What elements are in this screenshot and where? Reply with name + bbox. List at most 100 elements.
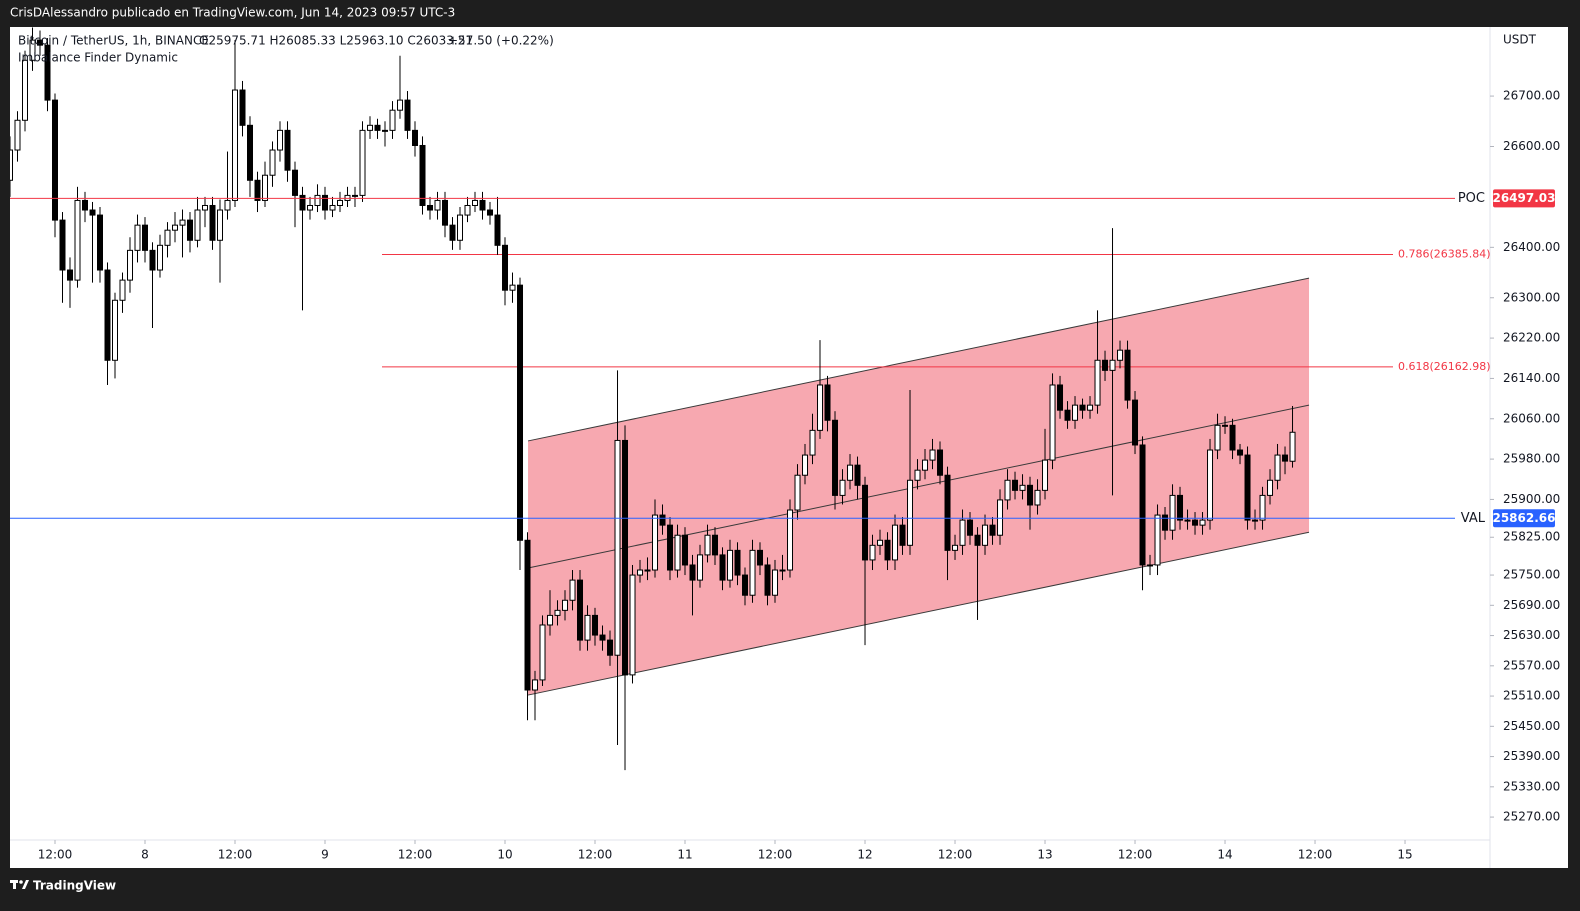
candle-body: [892, 524, 899, 561]
candle-body: [929, 449, 936, 461]
candle-body: [1192, 519, 1199, 526]
candle-body: [1124, 349, 1131, 401]
candle-body: [314, 194, 321, 206]
candle-body: [112, 299, 119, 361]
y-tick-label: 25750.00: [1503, 568, 1560, 582]
candle-body: [389, 109, 396, 131]
y-tick-label: 25825.00: [1503, 530, 1560, 544]
candle-body: [277, 129, 284, 151]
brand[interactable]: TradingView: [33, 879, 116, 893]
candle-body: [14, 119, 21, 151]
candle-body: [592, 614, 599, 636]
candle-body: [547, 614, 554, 626]
candle-body: [742, 574, 749, 596]
candle-body: [569, 579, 576, 601]
candle-body: [1079, 404, 1086, 411]
brand-logo: [10, 880, 29, 889]
fib-label: 0.618(26162.98): [1398, 360, 1491, 373]
candle-body: [974, 534, 981, 546]
candle-body: [599, 634, 606, 641]
candle-body: [922, 459, 929, 471]
candle-body: [1162, 514, 1169, 531]
candle-body: [1019, 484, 1026, 491]
y-tick-label: 26300.00: [1503, 290, 1560, 304]
candle-body: [1057, 384, 1064, 411]
candle-body: [1282, 454, 1289, 462]
candle-body: [1042, 459, 1049, 491]
candle-body: [284, 129, 291, 171]
x-tick-label: 12:00: [218, 848, 253, 862]
candle-body: [149, 249, 156, 271]
candle-body: [1012, 479, 1019, 491]
candle-body: [307, 204, 314, 211]
candle-body: [712, 534, 719, 556]
level-price-box: [1493, 509, 1555, 528]
candle-body: [577, 579, 584, 641]
candle-body: [187, 219, 194, 241]
level-price-box: [1493, 189, 1555, 208]
candle-body: [82, 199, 89, 211]
candle-body: [1094, 359, 1101, 406]
y-tick-label: 25980.00: [1503, 452, 1560, 466]
candle-body: [367, 124, 374, 131]
candle-body: [202, 204, 209, 211]
candle-body: [412, 129, 419, 146]
candle-body: [404, 99, 411, 131]
y-tick-label: 25900.00: [1503, 492, 1560, 506]
candle-body: [817, 384, 824, 431]
x-tick-label: 12:00: [578, 848, 613, 862]
y-tick-label: 25570.00: [1503, 658, 1560, 672]
candle-body: [554, 609, 561, 616]
candle-body: [172, 224, 179, 231]
publisher: CrisDAlessandro publicado en TradingView…: [10, 6, 455, 20]
candle-body: [509, 284, 516, 291]
candle-body: [1177, 494, 1184, 521]
candle-body: [224, 199, 231, 211]
candle-body: [472, 199, 479, 206]
candle-body: [674, 534, 681, 571]
candle-body: [427, 204, 434, 211]
candle-body: [959, 519, 966, 546]
channel-middle: [527, 404, 1310, 569]
candle-body: [562, 599, 569, 611]
x-tick-label: 8: [141, 848, 149, 862]
indicator-name: Imbalance Finder Dynamic: [18, 51, 178, 65]
x-tick-label: 12:00: [938, 848, 973, 862]
candle-body: [494, 214, 501, 246]
y-tick-label: 26400.00: [1503, 240, 1560, 254]
candle-body: [982, 524, 989, 546]
candle-body: [839, 479, 846, 496]
candle-body: [944, 474, 951, 551]
candle-body: [1289, 431, 1296, 462]
candle-body: [397, 99, 404, 111]
candle-body: [1154, 514, 1161, 566]
candle-body: [44, 44, 51, 101]
level-name: POC: [1458, 191, 1485, 206]
legend-ohlc: O25975.71 H26085.33 L25963.10 C26033.21: [199, 34, 473, 48]
candle-body: [764, 564, 771, 596]
x-tick-label: 12:00: [1118, 848, 1153, 862]
level-name: VAL: [1461, 511, 1486, 526]
candle-body: [652, 514, 659, 571]
candle-body: [449, 224, 456, 241]
candle-body: [1102, 359, 1109, 371]
candle-body: [607, 639, 614, 656]
candle-body: [22, 59, 29, 121]
candle-body: [359, 129, 366, 196]
candle-body: [719, 554, 726, 581]
candle-body: [967, 519, 974, 536]
candle-body: [689, 564, 696, 581]
candle-body: [269, 149, 276, 176]
legend-change: +57.50 (+0.22%): [448, 34, 554, 48]
candle-body: [614, 439, 621, 656]
x-tick-label: 11: [677, 848, 692, 862]
candle-body: [749, 549, 756, 596]
candle-body: [89, 209, 96, 216]
x-tick-label: 13: [1037, 848, 1052, 862]
candle-body: [779, 569, 786, 572]
x-tick-label: 12:00: [758, 848, 793, 862]
y-tick-label: 25330.00: [1503, 779, 1560, 793]
candle-body: [1072, 404, 1079, 421]
candle-body: [382, 129, 389, 132]
candle-body: [877, 539, 884, 546]
